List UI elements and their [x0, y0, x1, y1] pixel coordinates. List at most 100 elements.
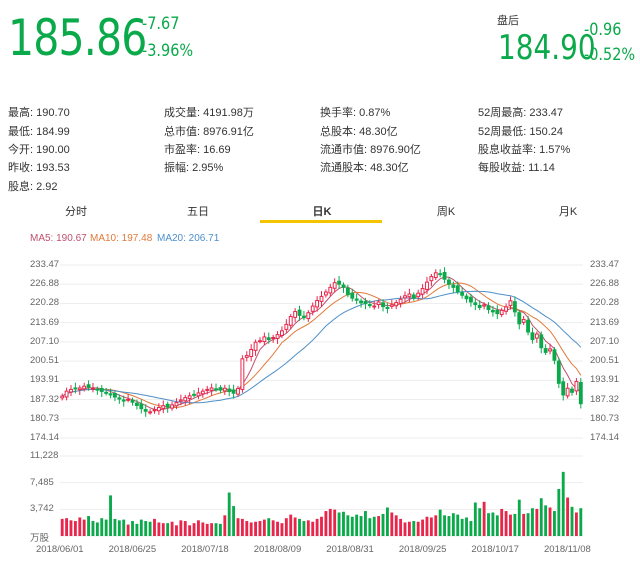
volume-bar — [153, 518, 156, 536]
candle — [99, 385, 104, 398]
candle — [420, 284, 425, 299]
candle — [178, 394, 183, 406]
candle — [301, 310, 306, 321]
tab-weekly-k[interactable]: 周K — [436, 206, 456, 218]
candle — [113, 390, 117, 402]
legend-ma20: MA20: 206.71 — [157, 233, 220, 244]
tab-daily-k[interactable]: 日K — [312, 206, 332, 218]
candle — [411, 292, 416, 301]
candle — [464, 293, 469, 303]
stat-dividend: 股息: 2.92 — [8, 181, 58, 193]
candle — [266, 332, 271, 344]
candle — [534, 331, 539, 343]
candle — [240, 355, 245, 393]
volume-bar — [280, 523, 284, 536]
candle — [323, 289, 328, 298]
price-tick-label: 233.47 — [590, 259, 620, 270]
volume-bar — [276, 521, 279, 536]
candle — [95, 386, 100, 395]
candle — [442, 267, 447, 284]
volume-bar — [434, 515, 438, 536]
date-tick-label: 2018/07/18 — [181, 544, 229, 555]
volume-bar — [201, 522, 205, 536]
tab-monthly-k[interactable]: 月K — [558, 206, 578, 218]
candle — [236, 385, 240, 397]
candle — [341, 282, 346, 293]
stat-52w-high: 52周最高: 233.47 — [478, 107, 563, 119]
candle — [425, 276, 429, 295]
price-tick-label: 200.51 — [30, 355, 60, 367]
stat-float-shares: 流通股本: 48.30亿 — [320, 162, 409, 174]
legend-ma5: MA5: 190.67 — [30, 233, 87, 244]
stat-low: 最低: 184.99 — [8, 126, 70, 138]
candle — [244, 351, 249, 362]
volume-bar — [131, 521, 134, 536]
volume-bar — [328, 508, 332, 536]
volume-bar — [487, 513, 490, 536]
candle — [165, 401, 170, 413]
volume-bar — [333, 509, 337, 536]
candle — [359, 298, 363, 308]
volume-tick-label: 3,742 — [30, 503, 54, 515]
ma10-line — [61, 282, 582, 408]
price-tick-label: 220.28 — [30, 297, 60, 309]
candle — [556, 357, 561, 389]
volume-bar — [227, 492, 231, 536]
volume-tick-label: 11,228 — [30, 450, 59, 461]
volume-bar — [205, 523, 209, 536]
price-tick-label: 220.28 — [590, 297, 620, 309]
candle — [227, 384, 232, 397]
candle — [231, 384, 236, 399]
volume-bar — [372, 516, 376, 536]
candle — [121, 395, 126, 407]
candle — [486, 302, 491, 314]
stat-amplitude: 振幅: 2.95% — [164, 162, 224, 174]
price-tick-label: 187.32 — [590, 393, 620, 405]
candle — [77, 385, 82, 395]
candle — [495, 305, 500, 320]
volume-bar — [491, 512, 495, 536]
candle — [209, 383, 214, 396]
candle — [170, 401, 174, 411]
volume-bar — [78, 517, 82, 536]
volume-bar — [517, 499, 521, 536]
candle — [508, 296, 513, 310]
candle — [249, 344, 254, 362]
volume-bar — [495, 515, 499, 536]
candle — [200, 388, 205, 398]
candle — [394, 299, 399, 310]
volume-bar — [289, 514, 293, 536]
candle — [297, 305, 302, 321]
volume-bar — [390, 512, 394, 536]
tab-intraday[interactable]: 分时 — [65, 206, 87, 218]
candle — [416, 289, 421, 301]
candle — [258, 337, 262, 344]
volume-bar — [109, 495, 112, 536]
candle — [460, 287, 465, 299]
price-tick-label: 193.91 — [590, 374, 620, 386]
volume-bar — [104, 519, 108, 536]
candle — [187, 392, 192, 405]
candle — [134, 399, 139, 410]
volume-bar — [421, 519, 425, 536]
tab-five-day[interactable]: 五日 — [187, 206, 209, 218]
volume-bar — [368, 518, 372, 536]
volume-bar — [465, 517, 468, 536]
candle — [403, 291, 407, 303]
stat-eps: 每股收益: 11.14 — [478, 162, 555, 174]
volume-bar — [557, 488, 561, 536]
volume-bar — [447, 516, 451, 536]
candle — [473, 298, 478, 311]
candle — [192, 390, 196, 398]
volume-bar — [469, 521, 473, 536]
volume-bar — [320, 516, 323, 536]
candle — [108, 388, 113, 399]
candle — [499, 307, 504, 318]
candle — [350, 288, 355, 302]
candle — [214, 383, 218, 392]
volume-tick-label: 万股 — [30, 533, 50, 544]
volume-bar — [364, 511, 367, 536]
candle — [455, 281, 460, 295]
candle — [512, 296, 517, 317]
price-tick-label: 233.47 — [30, 259, 60, 270]
